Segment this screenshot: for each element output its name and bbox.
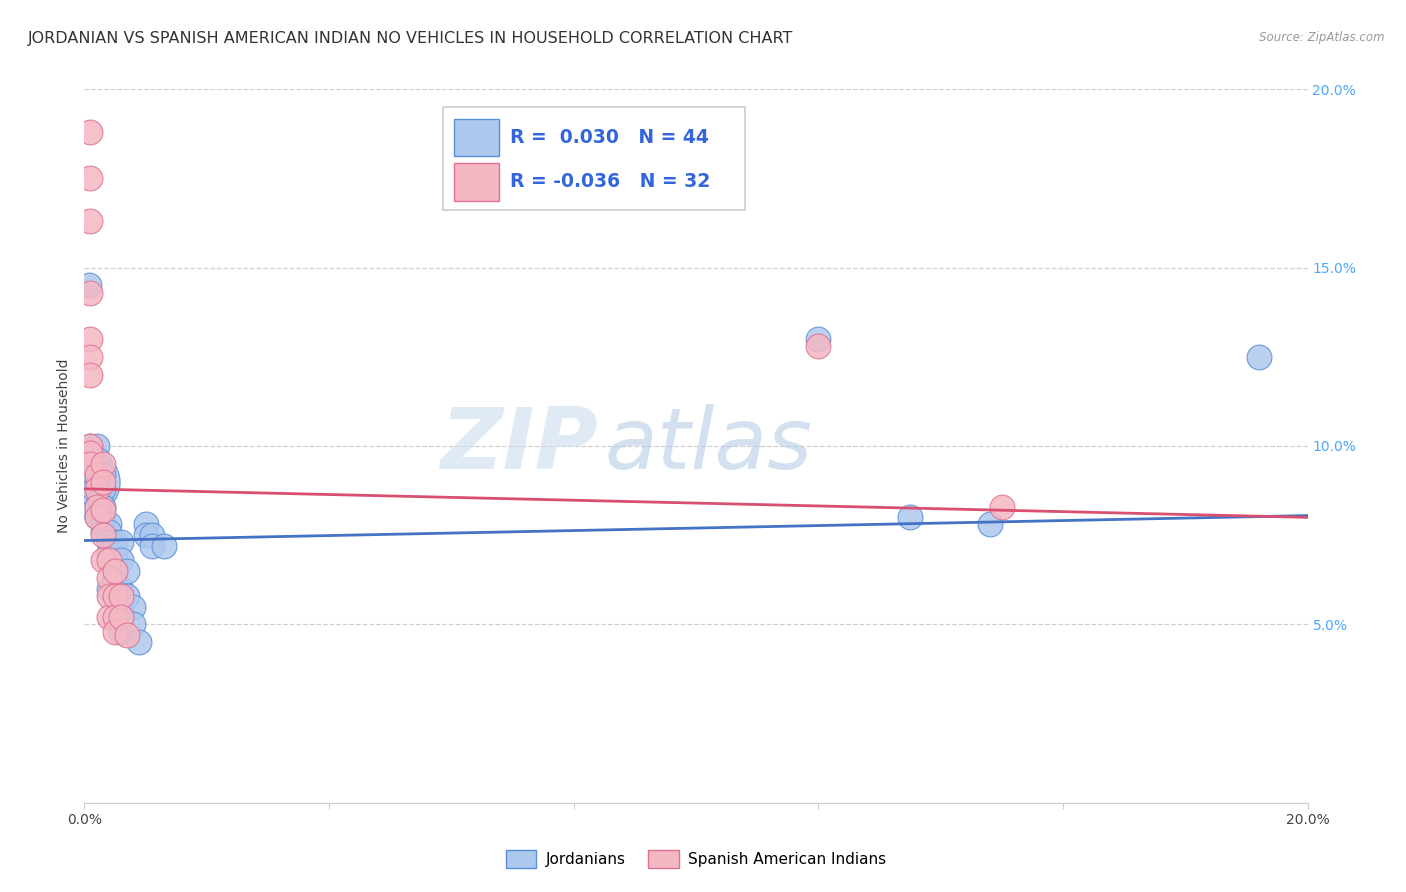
Point	[991, 500, 1014, 514]
Point	[110, 624, 132, 639]
Point	[91, 482, 114, 496]
Point	[79, 285, 101, 300]
Point	[86, 500, 108, 514]
Point	[86, 439, 108, 453]
Point	[97, 517, 120, 532]
Point	[91, 503, 114, 517]
Point	[83, 482, 105, 496]
Point	[86, 510, 108, 524]
Point	[97, 589, 120, 603]
Point	[91, 524, 114, 539]
Point	[104, 564, 127, 578]
Point	[79, 457, 101, 471]
Point	[104, 624, 127, 639]
Point	[135, 517, 157, 532]
Point	[115, 589, 138, 603]
Point	[79, 214, 101, 228]
Point	[122, 617, 145, 632]
Point	[115, 564, 138, 578]
Y-axis label: No Vehicles in Household: No Vehicles in Household	[58, 359, 72, 533]
Text: JORDANIAN VS SPANISH AMERICAN INDIAN NO VEHICLES IN HOUSEHOLD CORRELATION CHART: JORDANIAN VS SPANISH AMERICAN INDIAN NO …	[28, 31, 793, 46]
Legend: Jordanians, Spanish American Indians: Jordanians, Spanish American Indians	[499, 844, 893, 873]
Point	[83, 503, 105, 517]
Point	[153, 539, 176, 553]
Point	[807, 332, 830, 346]
Point	[91, 475, 114, 489]
Point	[979, 517, 1001, 532]
Point	[77, 278, 100, 293]
Point	[79, 439, 101, 453]
Point	[97, 571, 120, 585]
Point	[97, 535, 120, 549]
Point	[86, 510, 108, 524]
Point	[79, 350, 101, 364]
Point	[1247, 350, 1270, 364]
Point	[79, 125, 101, 139]
Point	[87, 453, 110, 467]
Text: ZIP: ZIP	[440, 404, 598, 488]
Text: atlas: atlas	[605, 404, 813, 488]
Point	[86, 467, 108, 482]
Point	[104, 610, 127, 624]
Point	[91, 528, 114, 542]
Point	[104, 571, 127, 585]
Point	[97, 553, 120, 567]
Point	[807, 339, 830, 353]
Point	[104, 535, 127, 549]
Point	[122, 599, 145, 614]
Point	[79, 446, 101, 460]
Point	[91, 510, 114, 524]
Point	[110, 599, 132, 614]
Point	[104, 553, 127, 567]
Point	[97, 582, 120, 596]
Point	[141, 528, 163, 542]
Point	[898, 510, 921, 524]
Point	[97, 524, 120, 539]
Text: Source: ZipAtlas.com: Source: ZipAtlas.com	[1260, 31, 1385, 45]
Point	[104, 589, 127, 603]
Point	[79, 368, 101, 382]
Point	[141, 539, 163, 553]
Point	[110, 582, 132, 596]
Point	[115, 628, 138, 642]
Point	[97, 610, 120, 624]
Point	[110, 589, 132, 603]
Point	[86, 482, 108, 496]
Point	[79, 171, 101, 186]
Point	[91, 500, 114, 514]
Point	[89, 492, 111, 507]
Point	[76, 475, 98, 489]
Point	[87, 475, 110, 489]
Point	[97, 546, 120, 560]
Point	[110, 553, 132, 567]
Point	[135, 528, 157, 542]
Point	[91, 457, 114, 471]
Text: R = -0.036   N = 32: R = -0.036 N = 32	[510, 172, 710, 192]
Point	[128, 635, 150, 649]
Point	[79, 457, 101, 471]
Point	[79, 439, 101, 453]
Point	[110, 610, 132, 624]
Point	[91, 553, 114, 567]
Point	[91, 517, 114, 532]
Point	[91, 467, 114, 482]
Text: R =  0.030   N = 44: R = 0.030 N = 44	[510, 128, 709, 147]
Point	[110, 535, 132, 549]
Point	[82, 467, 104, 482]
Point	[79, 332, 101, 346]
